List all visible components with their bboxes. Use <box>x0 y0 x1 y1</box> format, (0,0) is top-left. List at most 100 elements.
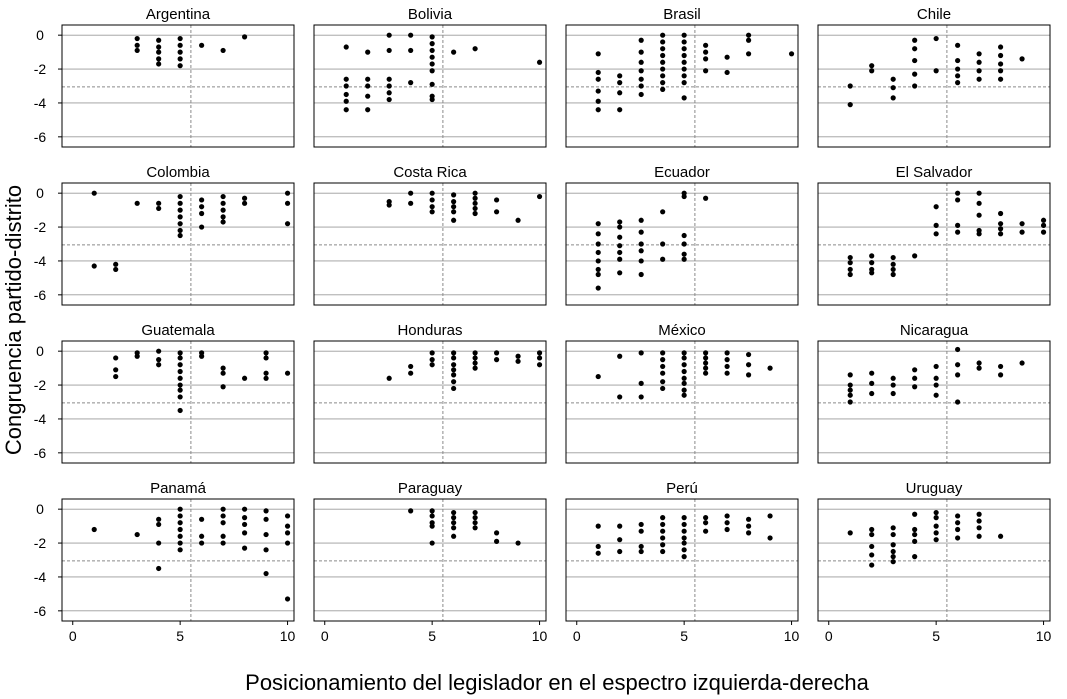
data-point <box>156 200 162 206</box>
data-point <box>912 526 918 533</box>
data-point <box>91 263 97 269</box>
data-point <box>933 35 939 42</box>
data-point <box>177 42 183 48</box>
data-point <box>681 59 687 65</box>
data-point <box>134 353 140 359</box>
x-tick-label: 5 <box>680 628 688 644</box>
y-axis-title: Congruencia partido-distrito <box>1 185 26 455</box>
data-point <box>955 526 961 533</box>
data-point <box>638 380 644 386</box>
data-point <box>493 209 500 215</box>
data-point <box>177 387 183 393</box>
data-point <box>408 363 414 370</box>
y-tick-label: 0 <box>36 185 44 201</box>
data-point <box>134 35 140 42</box>
data-point <box>451 515 457 521</box>
data-point <box>890 85 896 91</box>
data-point <box>177 368 183 375</box>
data-point <box>912 554 918 560</box>
data-point <box>869 531 875 538</box>
data-point <box>134 531 140 538</box>
y-tick-label: -2 <box>34 219 47 235</box>
data-point <box>429 508 435 514</box>
panel-title: Colombia <box>146 164 210 181</box>
data-point <box>912 253 918 259</box>
data-point <box>177 540 183 546</box>
data-point <box>199 533 205 539</box>
data-point <box>724 54 730 60</box>
data-point <box>997 533 1004 539</box>
data-point <box>681 350 687 356</box>
data-point <box>638 241 644 247</box>
data-point <box>933 392 939 398</box>
y-tick-label: -6 <box>34 445 47 461</box>
data-point <box>408 508 414 514</box>
data-point <box>638 91 644 98</box>
data-point <box>429 34 435 40</box>
data-point <box>220 214 226 220</box>
data-point <box>536 350 543 356</box>
data-point <box>451 204 457 210</box>
data-point <box>595 76 601 82</box>
data-point <box>617 394 623 400</box>
data-point <box>955 372 961 378</box>
data-point <box>451 372 457 378</box>
x-tick-label: 0 <box>825 628 833 644</box>
data-point <box>451 385 457 392</box>
data-point <box>156 348 162 354</box>
data-point <box>429 61 435 67</box>
data-point <box>955 362 961 368</box>
data-point <box>595 241 601 247</box>
data-point <box>156 357 162 363</box>
data-point <box>660 515 666 521</box>
data-point <box>451 379 457 385</box>
data-point <box>177 382 183 388</box>
data-point <box>617 243 623 249</box>
data-point <box>976 76 982 82</box>
data-point <box>451 209 457 215</box>
data-point <box>638 59 644 65</box>
panel-ecuador: Ecuador <box>565 164 799 306</box>
data-point <box>890 531 896 538</box>
data-point <box>847 266 853 273</box>
panel-title: Ecuador <box>654 164 710 181</box>
data-point <box>617 80 623 86</box>
data-point <box>595 550 601 556</box>
data-point <box>134 200 140 206</box>
panel-frame <box>313 182 547 306</box>
data-point <box>933 375 939 381</box>
data-point <box>890 254 896 261</box>
data-point <box>933 382 939 388</box>
data-point <box>976 190 982 196</box>
data-point <box>933 509 939 516</box>
data-point <box>638 548 644 555</box>
y-tick-label: -4 <box>34 253 47 269</box>
data-point <box>156 521 162 528</box>
data-point <box>429 350 435 356</box>
data-point <box>869 562 875 568</box>
data-point <box>241 521 248 528</box>
data-point <box>284 513 291 519</box>
data-point <box>681 95 687 101</box>
data-point <box>933 537 939 543</box>
data-point <box>595 98 601 104</box>
data-point <box>156 49 162 55</box>
data-point <box>220 193 226 200</box>
data-point <box>220 540 226 546</box>
data-point <box>472 195 478 201</box>
data-point <box>847 387 853 393</box>
data-point <box>156 540 162 546</box>
data-point <box>451 350 457 356</box>
data-point <box>681 362 687 368</box>
panel-frame <box>817 24 1051 148</box>
data-point <box>199 353 205 359</box>
data-point <box>703 195 709 201</box>
data-point <box>595 373 601 380</box>
data-point <box>703 350 709 356</box>
data-point <box>451 217 457 223</box>
data-point <box>1019 229 1025 235</box>
data-point <box>429 513 435 519</box>
x-tick-label: 0 <box>573 628 581 644</box>
data-point <box>241 375 248 381</box>
data-point <box>386 375 392 381</box>
